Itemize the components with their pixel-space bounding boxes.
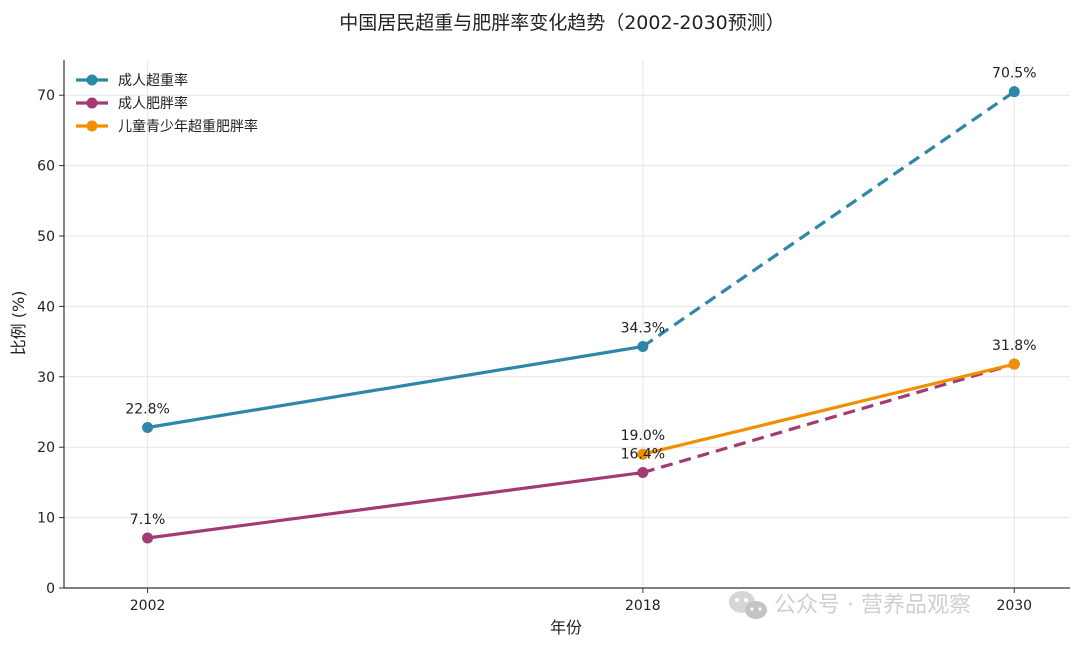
data-label: 22.8% — [125, 401, 169, 417]
legend-marker — [86, 74, 98, 86]
y-tick-label: 0 — [46, 581, 55, 597]
data-label: 16.4% — [621, 447, 665, 463]
axes — [63, 60, 1070, 589]
legend-item-1: 成人超重率 — [76, 72, 188, 89]
wechat-icon — [729, 591, 767, 619]
data-point — [637, 467, 649, 479]
legend-marker — [86, 120, 98, 132]
y-tick-label: 10 — [37, 511, 55, 527]
watermark-text: 公众号 · 营养品观察 — [774, 593, 971, 618]
y-tick-label: 40 — [37, 299, 55, 315]
data-labels: 22.8% 34.3% 70.5% 7.1% 16.4% 19.0% 31.8% — [125, 66, 1036, 528]
x-tick-label: 2030 — [996, 598, 1032, 614]
data-point — [637, 448, 649, 460]
series — [142, 86, 1020, 544]
series-line-segment — [642, 362, 1015, 475]
data-point — [637, 341, 649, 353]
legend-label: 儿童青少年超重肥胖率 — [118, 118, 258, 135]
y-tick-label: 60 — [37, 159, 55, 175]
data-label: 70.5% — [992, 66, 1036, 82]
series-1 — [142, 86, 1020, 433]
series-line-segment — [641, 90, 1016, 348]
series-2 — [142, 358, 1020, 544]
series-line-segment — [145, 344, 645, 430]
chart-title: 中国居民超重与肥胖率变化趋势（2002-2030预测） — [339, 12, 785, 34]
series-line-segment — [145, 470, 645, 540]
y-tick-label: 30 — [37, 370, 55, 386]
data-label: 34.3% — [621, 321, 665, 337]
legend-item-3: 儿童青少年超重肥胖率 — [76, 118, 258, 135]
watermark: 公众号 · 营养品观察 — [729, 591, 971, 619]
series-3 — [637, 358, 1020, 460]
y-axis-label: 比例 (%) — [9, 291, 28, 356]
x-tick-label: 2002 — [130, 598, 166, 614]
grid — [64, 60, 1070, 589]
y-tick-label: 70 — [37, 88, 55, 104]
data-point — [1008, 86, 1020, 98]
data-label: 31.8% — [992, 338, 1036, 354]
data-label: 19.0% — [621, 428, 665, 444]
data-point — [142, 532, 154, 544]
x-axis-label: 年份 — [550, 618, 582, 637]
y-tick-label: 50 — [37, 229, 55, 245]
legend-marker — [86, 97, 98, 109]
legend-label: 成人超重率 — [118, 72, 188, 89]
series-line-segment — [641, 362, 1016, 456]
y-tick-label: 20 — [37, 440, 55, 456]
x-tick-label: 2018 — [625, 598, 661, 614]
legend-label: 成人肥胖率 — [118, 95, 188, 112]
legend-item-2: 成人肥胖率 — [76, 95, 188, 112]
data-point — [142, 421, 154, 433]
data-point — [1008, 358, 1020, 370]
data-label: 7.1% — [130, 512, 166, 528]
